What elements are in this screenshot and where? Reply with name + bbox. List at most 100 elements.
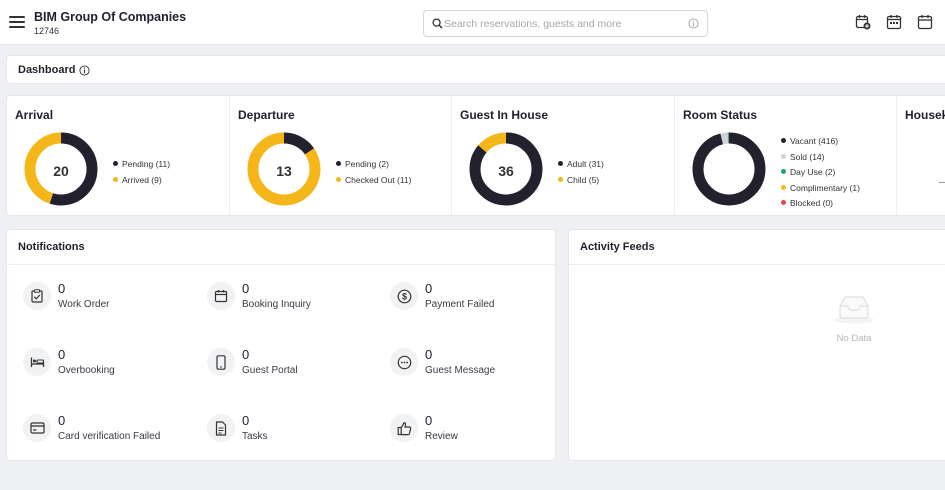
notifications-panel: Notifications 0 Work Order 0 Booking Inq… <box>6 229 556 461</box>
legend-dot <box>113 176 118 182</box>
legend-item: Sold (14) <box>781 150 860 166</box>
departure-card[interactable]: Departure 13 Pending (2) Checked Out (11) <box>230 96 452 215</box>
arrival-title: Arrival <box>15 108 54 122</box>
bed-icon <box>23 348 51 376</box>
legend-count: (31) <box>588 159 604 169</box>
legend-item: Checked Out (11) <box>336 173 411 189</box>
legend-count: (14) <box>809 151 825 162</box>
calendar-add-icon[interactable] <box>855 14 871 30</box>
notification-count: 0 <box>58 347 66 362</box>
arrival-donut-chart <box>24 132 98 206</box>
legend-label: Sold <box>790 151 810 162</box>
legend-count: (11) <box>396 174 412 185</box>
legend-label: Pending <box>122 159 156 169</box>
empty-state: No Data <box>824 294 884 344</box>
legend-count: (0) <box>822 198 833 208</box>
room-status-card[interactable]: Room Status Vacant (416) Sold (14) Day Use… <box>675 96 897 215</box>
departure-total: 13 <box>276 163 292 179</box>
notification-card-verification-failed[interactable]: 0 Card verification Failed <box>23 413 193 453</box>
notification-label: Payment Failed <box>425 299 495 310</box>
notification-label: Guest Portal <box>242 365 298 376</box>
legend-item: Arrived (9) <box>113 173 170 189</box>
guest-in-house-card[interactable]: Guest In House 36 Adult (31) Child (5) <box>452 96 675 215</box>
legend-item: Adult (31) <box>558 157 604 173</box>
calendar-icon <box>207 282 235 310</box>
legend-label: Checked Out <box>345 174 397 185</box>
legend-dot <box>781 153 786 159</box>
legend-item: Complimentary (1) <box>781 181 860 197</box>
room-status-donut-chart <box>692 132 766 206</box>
notification-overbooking[interactable]: 0 Overbooking <box>23 347 193 387</box>
housekeeping-card[interactable]: Housek <box>897 96 945 215</box>
info-icon[interactable] <box>688 18 699 29</box>
notification-guest-message[interactable]: 0 Guest Message <box>390 347 560 387</box>
top-bar: BIM Group Of Companies 12746 <box>0 0 945 45</box>
notification-payment-failed[interactable]: $ 0 Payment Failed <box>390 281 560 321</box>
clipboard-check-icon <box>23 282 51 310</box>
notification-work-order[interactable]: 0 Work Order <box>23 281 193 321</box>
search-icon <box>432 18 443 29</box>
notification-count: 0 <box>425 347 433 362</box>
notification-label: Review <box>425 431 458 442</box>
legend-count: (9) <box>151 174 162 185</box>
notification-count: 0 <box>242 281 250 296</box>
calendar-grid-icon[interactable] <box>886 14 902 30</box>
credit-card-icon <box>23 414 51 442</box>
legend-label: Child <box>567 174 589 185</box>
mobile-icon <box>207 348 235 376</box>
room-status-legend: Vacant (416) Sold (14) Day Use (2) Complime… <box>781 134 860 212</box>
arrival-legend: Pending (11) Arrived (9) <box>113 157 170 188</box>
company-info: BIM Group Of Companies 12746 <box>34 10 186 36</box>
guest-in-house-title: Guest In House <box>460 108 549 122</box>
info-icon[interactable] <box>79 65 90 76</box>
departure-legend: Pending (2) Checked Out (11) <box>336 157 411 188</box>
arrival-card[interactable]: Arrival 20 Pending (11) Arrived (9) <box>7 96 230 215</box>
departure-donut-chart <box>247 132 321 206</box>
legend-dot <box>781 169 786 175</box>
notification-label: Booking Inquiry <box>242 299 311 310</box>
notification-label: Card verification Failed <box>58 431 161 442</box>
legend-item: Pending (2) <box>336 157 411 173</box>
notification-label: Overbooking <box>58 365 115 376</box>
notification-count: 0 <box>242 347 250 362</box>
activity-feeds-panel: Activity Feeds No Data <box>568 229 945 461</box>
legend-dot <box>558 161 563 167</box>
document-icon <box>207 414 235 442</box>
legend-dot <box>336 161 341 167</box>
notification-label: Tasks <box>242 431 268 442</box>
legend-item: Pending (11) <box>113 157 170 173</box>
chat-icon <box>390 348 418 376</box>
legend-dot <box>781 138 786 144</box>
legend-label: Pending <box>345 159 379 169</box>
notification-booking-inquiry[interactable]: 0 Booking Inquiry <box>207 281 377 321</box>
legend-label: Day Use <box>790 167 825 177</box>
donut-segment-checked-out <box>247 132 321 206</box>
notification-tasks[interactable]: 0 Tasks <box>207 413 377 453</box>
legend-label: Arrived <box>122 174 152 185</box>
search-input[interactable] <box>444 15 684 33</box>
legend-label: Vacant <box>790 136 819 146</box>
legend-dot <box>336 176 341 182</box>
menu-icon[interactable] <box>8 13 26 31</box>
housekeeping-title: Housek <box>905 108 945 122</box>
legend-dot <box>781 184 786 190</box>
company-name: BIM Group Of Companies <box>34 10 187 24</box>
legend-count: (2) <box>378 159 389 169</box>
search-box[interactable] <box>423 10 708 37</box>
dollar-icon: $ <box>390 282 418 310</box>
notification-review[interactable]: 0 Review <box>390 413 560 453</box>
legend-label: Blocked <box>790 198 823 208</box>
company-code: 12746 <box>34 26 60 36</box>
legend-item: Vacant (416) <box>781 134 860 150</box>
guest-in-house-donut-chart <box>469 132 543 206</box>
legend-item: Blocked (0) <box>781 196 860 212</box>
calendar-icon[interactable] <box>917 14 933 30</box>
arrival-total: 20 <box>53 163 69 179</box>
notification-count: 0 <box>425 413 433 428</box>
notification-label: Work Order <box>58 299 110 310</box>
notification-guest-portal[interactable]: 0 Guest Portal <box>207 347 377 387</box>
empty-inbox-icon <box>834 296 874 324</box>
stats-row: Arrival 20 Pending (11) Arrived (9) Depar… <box>6 95 945 216</box>
guest-in-house-legend: Adult (31) Child (5) <box>558 157 604 188</box>
legend-count: (1) <box>849 182 860 193</box>
